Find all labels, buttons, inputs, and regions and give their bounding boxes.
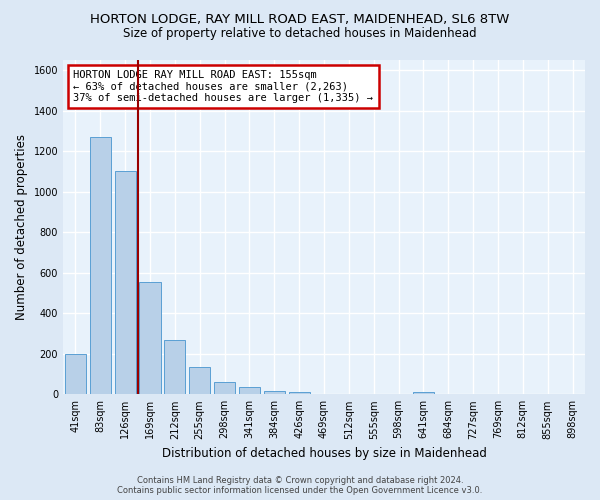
- Bar: [289, 392, 310, 394]
- Bar: [115, 172, 136, 394]
- Bar: [239, 387, 260, 394]
- X-axis label: Distribution of detached houses by size in Maidenhead: Distribution of detached houses by size …: [161, 447, 487, 460]
- Bar: [264, 390, 285, 394]
- Text: HORTON LODGE RAY MILL ROAD EAST: 155sqm
← 63% of detached houses are smaller (2,: HORTON LODGE RAY MILL ROAD EAST: 155sqm …: [73, 70, 373, 103]
- Text: Contains public sector information licensed under the Open Government Licence v3: Contains public sector information licen…: [118, 486, 482, 495]
- Bar: [90, 137, 111, 394]
- Text: HORTON LODGE, RAY MILL ROAD EAST, MAIDENHEAD, SL6 8TW: HORTON LODGE, RAY MILL ROAD EAST, MAIDEN…: [91, 12, 509, 26]
- Bar: [413, 392, 434, 394]
- Text: Size of property relative to detached houses in Maidenhead: Size of property relative to detached ho…: [123, 28, 477, 40]
- Bar: [139, 282, 161, 395]
- Y-axis label: Number of detached properties: Number of detached properties: [15, 134, 28, 320]
- Bar: [189, 367, 211, 394]
- Bar: [214, 382, 235, 394]
- Text: Contains HM Land Registry data © Crown copyright and database right 2024.: Contains HM Land Registry data © Crown c…: [137, 476, 463, 485]
- Bar: [65, 354, 86, 395]
- Bar: [164, 340, 185, 394]
